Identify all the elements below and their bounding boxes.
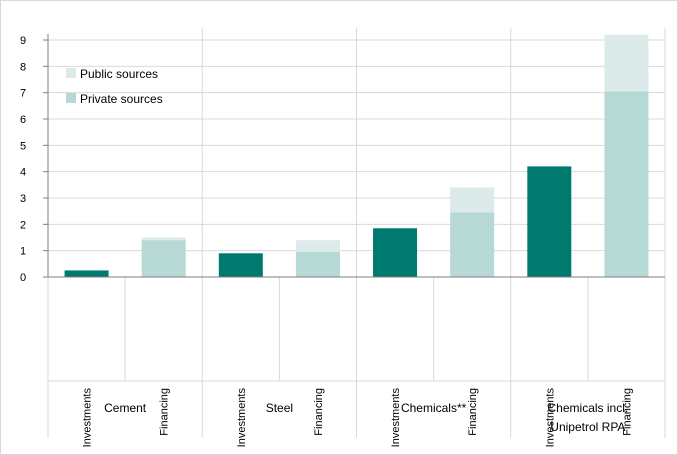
y-tick-label: 8	[20, 61, 26, 73]
y-tick-label: 9	[20, 35, 26, 47]
x-group-label: Chemicals**	[401, 401, 467, 415]
x-group-label: Unipetrol RPA	[550, 420, 625, 434]
legend-swatch	[66, 93, 76, 103]
x-group-label: Steel	[266, 401, 293, 415]
x-subcategory-label: Investments	[236, 388, 248, 448]
bar-segment-public-sources	[450, 187, 495, 213]
x-group-label: Chemicals incl.	[548, 401, 629, 415]
legend-swatch	[66, 68, 76, 78]
bar-investments	[64, 270, 109, 277]
x-subcategory-label: Financing	[159, 388, 171, 436]
bar-segment-private-sources	[450, 212, 495, 277]
legend-label: Private sources	[80, 92, 163, 106]
y-tick-label: 3	[20, 193, 26, 205]
x-subcategory-label: Financing	[313, 388, 325, 436]
y-tick-label: 6	[20, 114, 26, 126]
y-tick-label: 2	[20, 219, 26, 231]
y-tick-label: 5	[20, 140, 26, 152]
x-subcategory-label: Investments	[82, 388, 94, 448]
x-group-label: Cement	[104, 401, 147, 415]
y-tick-label: 0	[20, 272, 26, 284]
bar-segment-public-sources	[141, 237, 186, 241]
x-subcategory-label: Financing	[467, 388, 479, 436]
bar-segment-private-sources	[141, 240, 186, 277]
x-subcategory-label: Financing	[621, 388, 633, 436]
x-subcategory-label: Investments	[544, 388, 556, 448]
legend-label: Public sources	[80, 67, 158, 81]
y-tick-label: 1	[20, 246, 26, 258]
x-subcategory-label: Investments	[390, 388, 402, 448]
bar-segment-public-sources	[604, 34, 649, 92]
bar-investments	[527, 166, 572, 277]
bar-segment-private-sources	[295, 251, 340, 277]
bar-segment-public-sources	[295, 240, 340, 252]
bar-segment-private-sources	[604, 91, 649, 277]
y-tick-label: 4	[20, 167, 26, 179]
bar-investments	[218, 253, 263, 277]
bar-investments	[373, 228, 418, 277]
y-tick-label: 7	[20, 88, 26, 100]
